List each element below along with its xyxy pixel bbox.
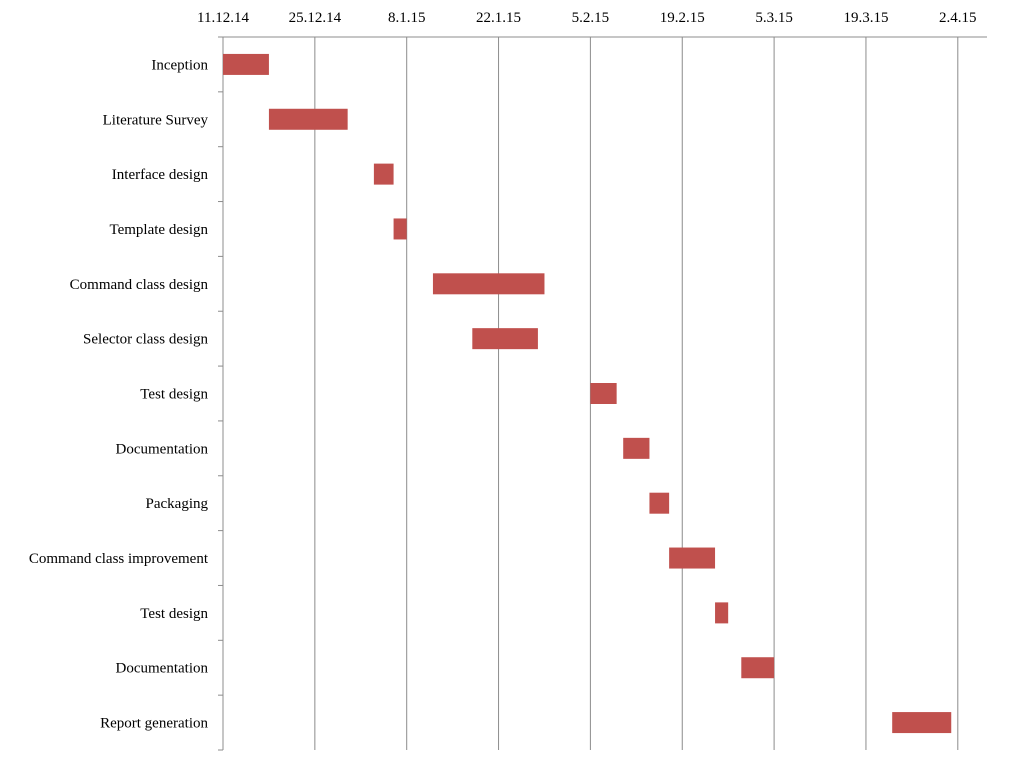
task-bar [393,218,407,240]
grid [314,37,959,750]
task-label: Packaging [146,496,209,512]
task-bar [373,163,394,185]
axes [218,36,987,751]
x-tick-label: 22.1.15 [476,10,521,26]
task-label: Test design [140,387,208,403]
x-tick-label: 2.4.15 [939,10,977,26]
task-label: Inception [151,57,208,73]
x-tick-label: 8.1.15 [388,10,426,26]
task-label: Template design [109,222,208,238]
task-label: Command class design [70,277,209,293]
task-bar [432,273,545,295]
task-bar [472,328,538,350]
x-axis-ticks: 11.12.14 25.12.14 8.1.15 22.1.15 5.2.15 19.2.… [197,10,977,26]
x-tick-label: 19.2.15 [660,10,705,26]
task-bar [623,437,650,459]
task-label: Selector class design [83,332,208,348]
task-bar [715,602,729,624]
task-bar [669,547,716,569]
x-tick-label: 5.3.15 [755,10,793,26]
x-tick-label: 5.2.15 [572,10,610,26]
task-bars [223,53,952,734]
x-tick-label: 11.12.14 [197,10,249,26]
task-label: Literature Survey [103,112,209,128]
task-bar [649,492,670,514]
task-bar [892,712,952,734]
task-label: Documentation [116,441,209,457]
task-label: Interface design [112,167,209,183]
task-bar [590,383,617,404]
task-label: Command class improvement [29,551,209,567]
task-label: Test design [140,606,208,622]
task-bar [223,53,269,75]
task-labels: Inception Literature Survey Interface desi… [29,57,209,731]
x-tick-label: 19.3.15 [843,10,888,26]
task-bar [741,657,775,679]
task-bar [268,108,348,130]
x-tick-label: 25.12.14 [289,10,342,26]
task-label: Documentation [116,661,209,677]
task-label: Report generation [100,716,208,732]
